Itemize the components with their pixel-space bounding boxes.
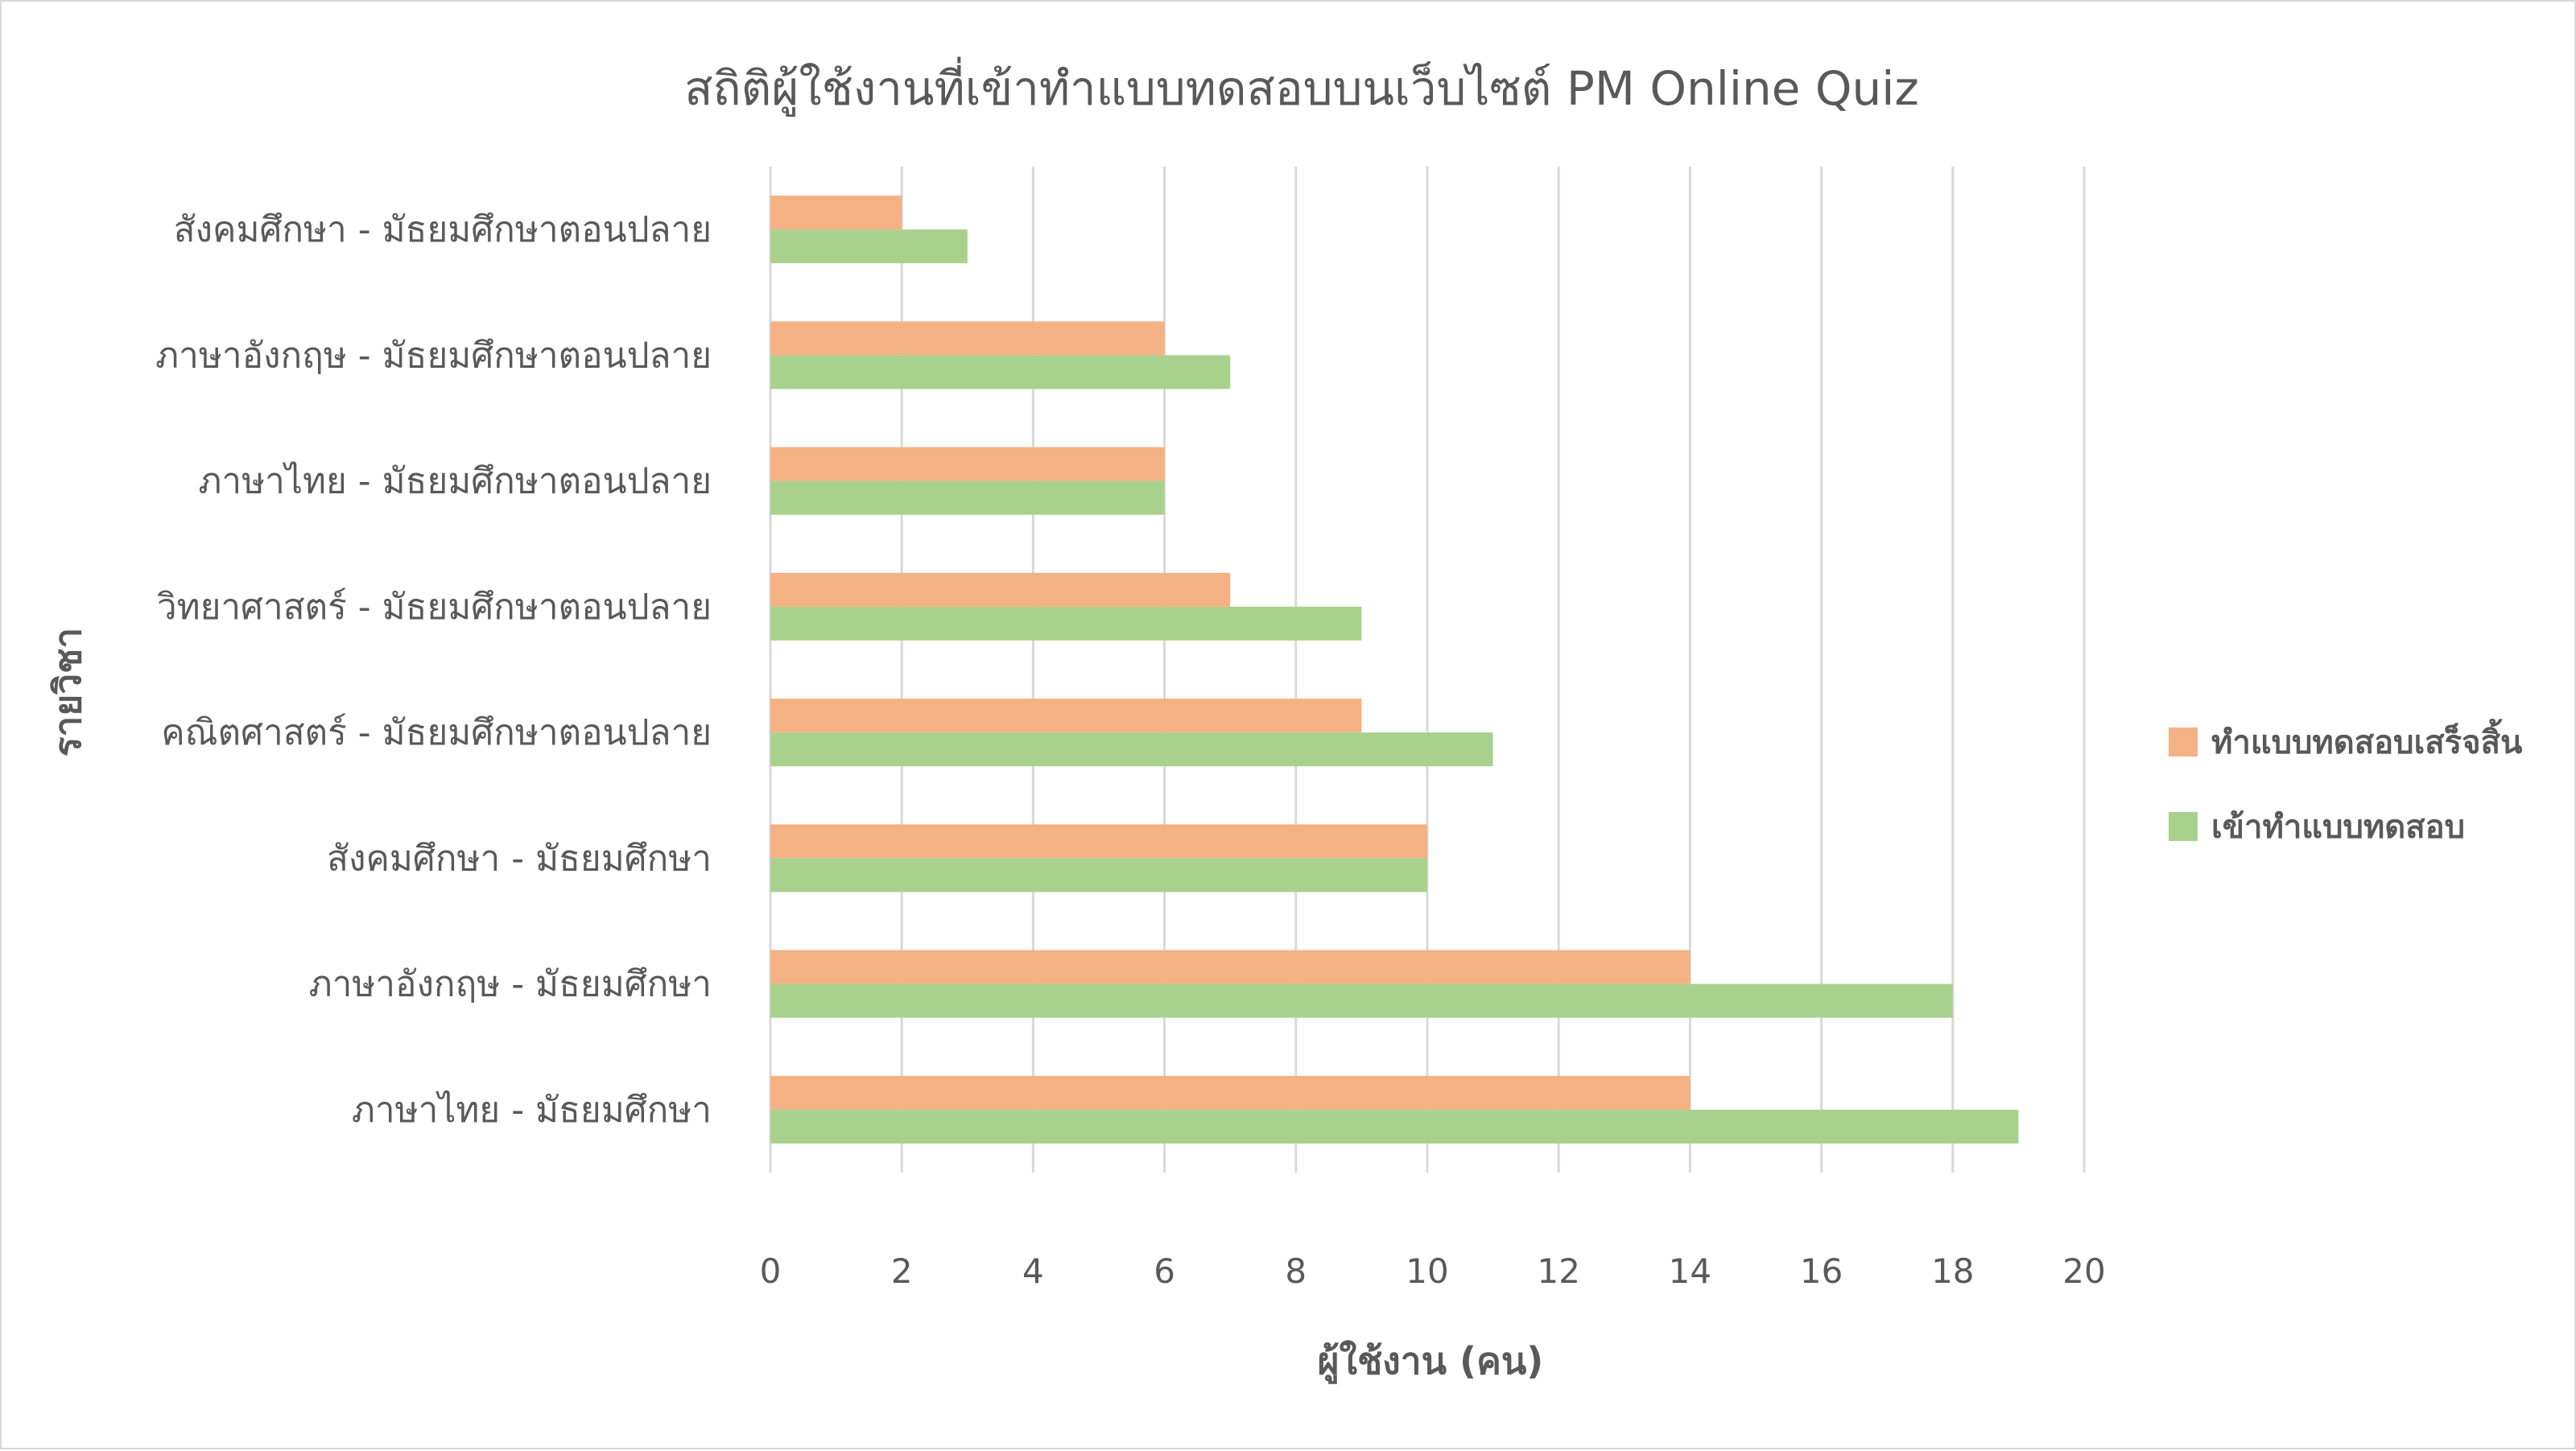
category-label: สังคมศึกษา - มัธยมศึกษาตอนปลาย: [174, 209, 712, 250]
category-label: ภาษาไทย - มัธยมศึกษา: [352, 1090, 712, 1131]
bar-entered: [770, 983, 1953, 1018]
legend-swatch: [2169, 728, 2198, 756]
bar-entered: [770, 732, 1493, 767]
x-tick-label: 6: [1154, 1251, 1175, 1291]
legend-swatch: [2169, 812, 2198, 841]
bar-entered: [770, 1109, 2019, 1144]
bar-completed: [770, 572, 1231, 607]
bar-completed: [770, 447, 1165, 481]
bar-completed: [770, 699, 1362, 733]
x-tick-label: 18: [1931, 1251, 1974, 1291]
bar-completed: [770, 824, 1427, 859]
bar-completed: [770, 196, 902, 230]
x-tick-label: 0: [760, 1251, 782, 1291]
x-tick-label: 14: [1669, 1251, 1711, 1291]
bar-completed: [770, 1075, 1690, 1110]
bars: [770, 196, 2019, 1144]
x-tick-label: 12: [1537, 1251, 1579, 1291]
x-tick-label: 20: [2062, 1251, 2105, 1291]
x-tick-label: 2: [891, 1251, 913, 1291]
legend: ทำแบบทดสอบเสร็จสิ้นเข้าทำแบบทดสอบ: [2169, 719, 2522, 846]
x-tick-labels: 0 2 4 6 8 10 12 14 16 18 20: [760, 1251, 2106, 1291]
y-axis-title: รายวิชา: [46, 628, 89, 756]
category-label: ภาษาอังกฤษ - มัธยมศึกษาตอนปลาย: [155, 335, 712, 376]
category-label: คณิตศาสตร์ - มัธยมศึกษาตอนปลาย: [161, 712, 712, 753]
gridlines: [769, 167, 2086, 1173]
x-tick-label: 8: [1285, 1251, 1307, 1291]
bar-completed: [770, 950, 1690, 984]
category-label: ภาษาอังกฤษ - มัธยมศึกษา: [309, 964, 712, 1005]
bar-entered: [770, 355, 1231, 390]
x-tick-label: 4: [1022, 1251, 1044, 1291]
legend-label: ทำแบบทดสอบเสร็จสิ้น: [2211, 719, 2522, 761]
category-label: สังคมศึกษา - มัธยมศึกษา: [327, 838, 712, 879]
chart-title: สถิติผู้ใช้งานที่เข้าทำแบบทดสอบบนเว็บไซต…: [684, 56, 1919, 117]
category-label: วิทยาศาสตร์ - มัธยมศึกษาตอนปลาย: [157, 587, 712, 628]
legend-label: เข้าทำแบบทดสอบ: [2211, 809, 2465, 846]
x-tick-label: 16: [1800, 1251, 1843, 1291]
x-axis-title: ผู้ใช้งาน (คน): [1318, 1339, 1544, 1384]
bar-entered: [770, 229, 968, 264]
x-tick-label: 10: [1406, 1251, 1448, 1291]
bar-completed: [770, 321, 1165, 356]
category-label: ภาษาไทย - มัธยมศึกษาตอนปลาย: [198, 461, 712, 502]
category-labels: สังคมศึกษา - มัธยมศึกษาตอนปลายภาษาอังกฤษ…: [155, 209, 712, 1131]
bar-entered: [770, 480, 1165, 515]
bar-entered: [770, 606, 1362, 641]
bar-entered: [770, 858, 1427, 892]
